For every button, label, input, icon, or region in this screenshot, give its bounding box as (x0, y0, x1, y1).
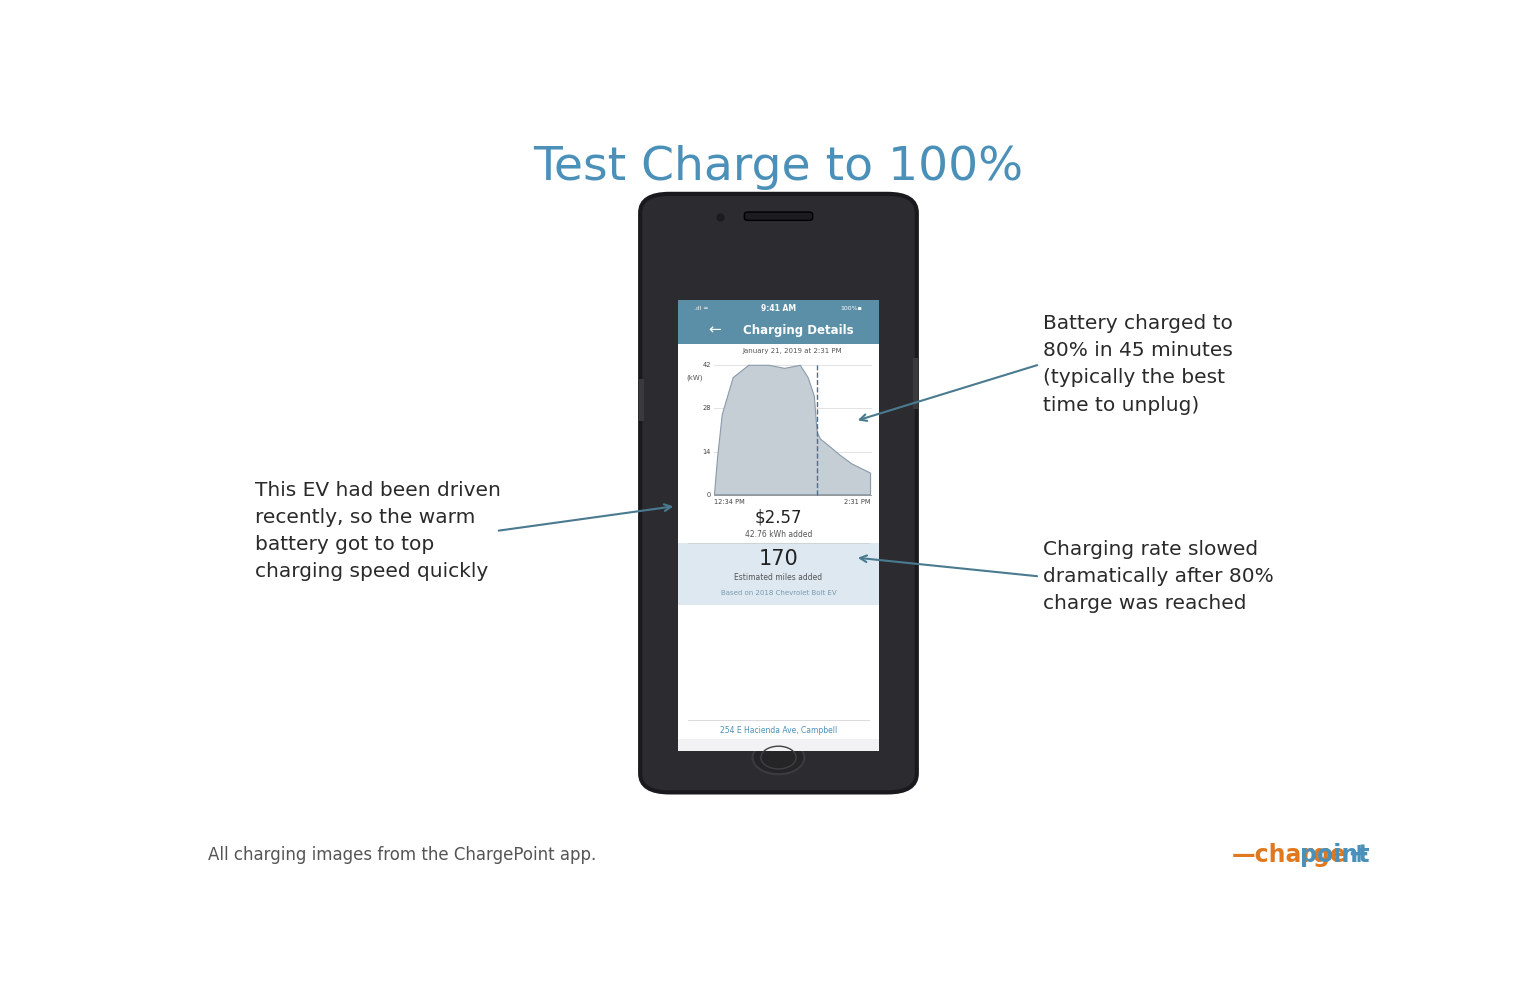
Text: 254 E Hacienda Ave, Campbell: 254 E Hacienda Ave, Campbell (720, 726, 837, 735)
Text: All charging images from the ChargePoint app.: All charging images from the ChargePoint… (208, 845, 595, 864)
Text: Charging rate slowed
dramatically after 80%
charge was reached: Charging rate slowed dramatically after … (1044, 540, 1274, 613)
Text: $2.57: $2.57 (755, 509, 802, 526)
Text: Charging Details: Charging Details (743, 324, 854, 337)
Text: January 21, 2019 at 2:31 PM: January 21, 2019 at 2:31 PM (743, 348, 843, 354)
Text: 100%▪: 100%▪ (840, 306, 863, 311)
Text: ←: ← (708, 323, 722, 338)
Text: 170: 170 (758, 549, 799, 570)
Text: 2:31 PM: 2:31 PM (845, 499, 870, 505)
Text: 28: 28 (702, 405, 711, 411)
Text: Battery charged to
80% in 45 minutes
(typically the best
time to unplug): Battery charged to 80% in 45 minutes (ty… (1044, 314, 1233, 414)
Text: 12:34 PM: 12:34 PM (714, 499, 746, 505)
Text: —charge: —charge (1232, 842, 1347, 867)
FancyBboxPatch shape (639, 194, 917, 792)
Polygon shape (714, 365, 870, 495)
Text: 0: 0 (706, 492, 711, 498)
Bar (679, 300, 878, 317)
Circle shape (752, 741, 805, 774)
Text: 42: 42 (702, 362, 711, 368)
Text: point: point (1300, 842, 1370, 867)
Text: Based on 2018 Chevrolet Bolt EV: Based on 2018 Chevrolet Bolt EV (720, 589, 837, 596)
Bar (913, 358, 917, 386)
Text: 42.76 kWh added: 42.76 kWh added (744, 529, 813, 538)
Bar (679, 605, 878, 739)
Text: 14: 14 (703, 449, 711, 455)
Bar (639, 380, 644, 421)
Text: Estimated miles added: Estimated miles added (734, 573, 823, 582)
Bar (679, 317, 878, 343)
FancyBboxPatch shape (744, 212, 813, 220)
Text: +: + (1347, 841, 1369, 868)
Bar (679, 300, 878, 751)
Bar (913, 383, 917, 409)
Bar (679, 507, 878, 543)
Text: (kW): (kW) (687, 374, 703, 381)
Bar (679, 343, 878, 507)
Text: 9:41 AM: 9:41 AM (761, 304, 796, 313)
Text: Test Charge to 100%: Test Charge to 100% (533, 145, 1024, 190)
Bar (679, 543, 878, 605)
Text: .ıll ≈: .ıll ≈ (694, 306, 709, 311)
Text: This EV had been driven
recently, so the warm
battery got to top
charging speed : This EV had been driven recently, so the… (255, 480, 500, 582)
